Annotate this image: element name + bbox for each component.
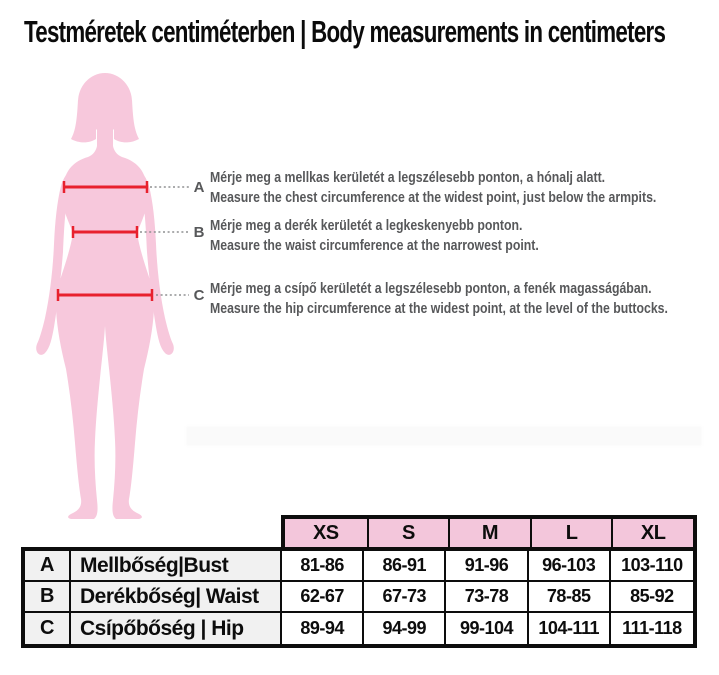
annotation-chest: Mérje meg a mellkas kerületét a legszéle… (210, 168, 718, 208)
row-a-letter: A (25, 551, 71, 582)
row-a-value-m: 91-96 (446, 551, 529, 582)
size-col-header-xl: XL (611, 519, 693, 547)
female-body-silhouette (36, 73, 174, 519)
row-b-value-s: 67-73 (364, 582, 447, 613)
size-col-header-l: L (529, 519, 612, 547)
size-col-header-m: M (448, 519, 530, 547)
annotation-waist-hu: Mérje meg a derék kerületét a legkeskeny… (210, 217, 523, 234)
annotation-hip: Mérje meg a csípő kerületét a legszélese… (210, 279, 718, 319)
row-b-value-l: 78-85 (528, 582, 611, 613)
row-a-value-s: 86-91 (364, 551, 447, 582)
row-b-value-xs: 62-67 (282, 582, 365, 613)
size-table-header-row: XS S M L XL (281, 515, 697, 551)
chest-measurement-line (62, 181, 149, 193)
row-c-value-m: 99-104 (446, 613, 529, 644)
row-c-label: Csípőbőség | Hip (71, 613, 282, 644)
row-a-label: Mellbőség|Bust (71, 551, 282, 582)
row-a-value-xs: 81-86 (282, 551, 365, 582)
row-c-value-l: 104-111 (529, 613, 611, 644)
row-c-letter: C (25, 613, 71, 644)
row-c-value-xs: 89-94 (282, 613, 365, 644)
row-c-value-xl: 111-118 (622, 618, 682, 638)
row-b-value-m: 73-78 (446, 582, 529, 613)
leader-dotted-lines (140, 186, 189, 296)
row-b-label: Derékbőség| Waist (71, 582, 282, 613)
size-col-header-xs: XS (285, 519, 367, 547)
row-b-value-xl: 85-92 (610, 582, 693, 613)
hip-measurement-line (56, 289, 154, 301)
row-a-value-xl: 103-110 (610, 551, 693, 582)
row-c-value-s: 94-99 (364, 613, 447, 644)
marker-letter-a: A (193, 179, 205, 196)
annotation-hip-en: Measure the hip circumference at the wid… (210, 300, 668, 317)
marker-letter-b: B (193, 224, 205, 241)
row-b-letter: B (25, 582, 71, 613)
annotation-hip-hu: Mérje meg a csípő kerületét a legszélese… (210, 280, 652, 297)
annotation-chest-hu: Mérje meg a mellkas kerületét a legszéle… (210, 169, 606, 186)
marker-letter-c: C (193, 287, 205, 304)
waist-measurement-line (71, 226, 139, 238)
page-title: Testméretek centiméterben | Body measure… (24, 14, 666, 49)
annotation-waist-en: Measure the waist circumference at the n… (210, 237, 539, 254)
row-a-value-l: 96-103 (528, 551, 611, 582)
size-col-header-s: S (366, 519, 449, 547)
annotation-waist: Mérje meg a derék kerületét a legkeskeny… (210, 216, 718, 256)
size-table-body: A Mellbőség|Bust 81-86 86-91 91-96 96-10… (21, 547, 697, 648)
faint-watermark (186, 426, 702, 446)
annotation-chest-en: Measure the chest circumference at the w… (210, 189, 657, 206)
